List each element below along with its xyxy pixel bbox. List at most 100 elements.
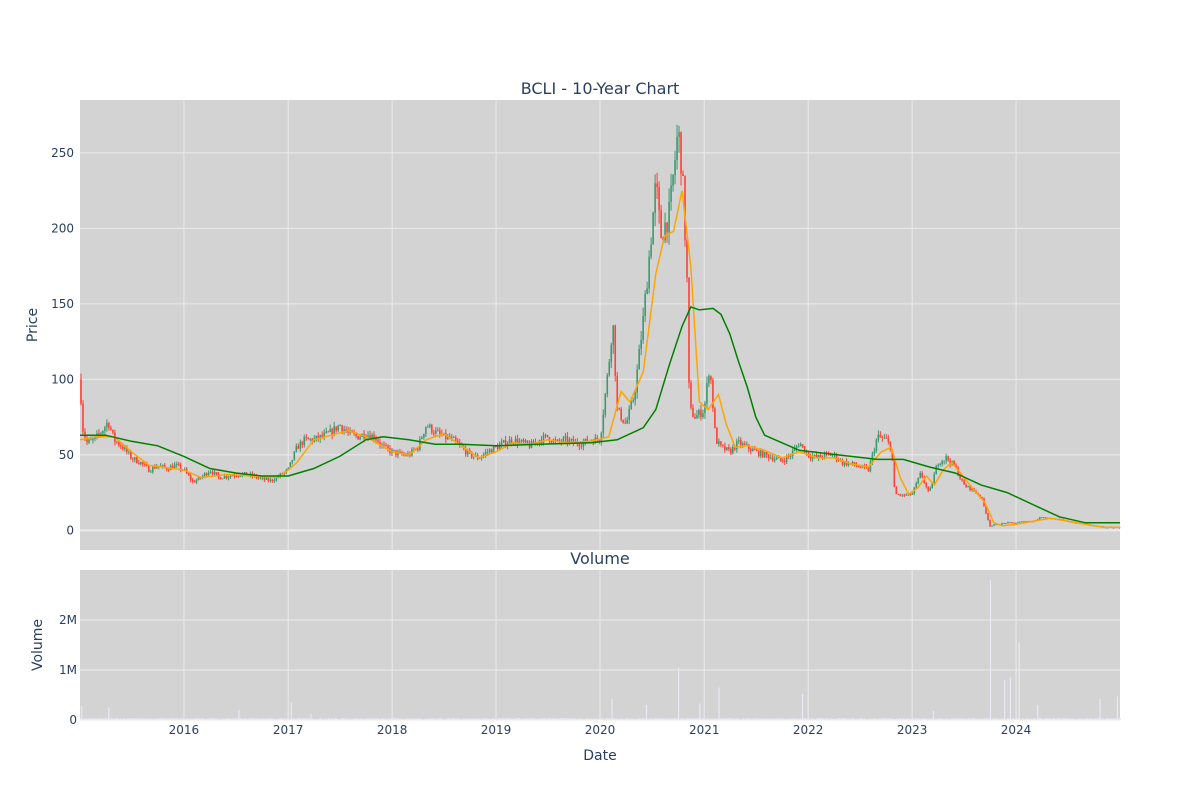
volume-bar	[974, 718, 976, 720]
volume-bar	[816, 718, 818, 720]
volume-bar	[847, 718, 849, 720]
volume-bar	[138, 719, 140, 720]
volume-bar	[474, 718, 476, 720]
volume-bar	[639, 718, 641, 720]
volume-bar	[1024, 718, 1026, 720]
volume-bar	[542, 718, 544, 720]
volume-bar	[942, 718, 944, 720]
volume-bar	[536, 718, 538, 720]
volume-bar	[223, 718, 225, 720]
volume-bar	[934, 719, 936, 720]
volume-bar	[504, 718, 506, 720]
candle-body	[116, 441, 118, 443]
volume-bar	[128, 718, 130, 720]
volume-bar	[369, 718, 371, 720]
volume-bar	[514, 718, 516, 720]
candle-body	[189, 475, 192, 480]
candle-body	[225, 475, 228, 478]
volume-bar	[97, 719, 99, 720]
volume-bar	[813, 718, 815, 720]
volume-bar	[374, 718, 376, 720]
volume-bar	[901, 719, 903, 720]
volume-bar	[446, 718, 448, 720]
candle-body	[138, 463, 140, 465]
volume-bar	[1055, 718, 1056, 720]
candle-body	[435, 430, 437, 434]
volume-bar	[600, 718, 602, 720]
volume-bar	[1055, 718, 1057, 720]
volume-bar	[167, 719, 169, 720]
volume-bar	[467, 718, 469, 720]
volume-bar	[620, 718, 622, 720]
volume-bar	[535, 718, 536, 720]
volume-bar	[293, 718, 294, 720]
candle-body	[423, 433, 425, 438]
volume-bar	[1079, 718, 1081, 720]
volume-bar	[225, 718, 227, 720]
candle-body	[100, 433, 102, 435]
volume-bar	[441, 718, 442, 720]
volume-bar	[721, 718, 723, 720]
candle-body	[961, 478, 963, 481]
volume-bar	[268, 718, 270, 720]
candle-body	[486, 451, 489, 453]
candle-body	[917, 477, 920, 484]
volume-bar	[400, 718, 401, 720]
candle-body	[183, 469, 186, 470]
volume-bar	[767, 718, 769, 720]
volume-bar	[523, 719, 525, 720]
volume-bar	[414, 718, 416, 720]
volume-bar	[318, 719, 319, 720]
volume-bar	[340, 718, 342, 720]
volume-bar	[431, 718, 433, 720]
volume-bar	[270, 718, 272, 720]
volume-bar	[609, 718, 611, 720]
volume-bar	[896, 718, 898, 720]
volume-bar	[603, 719, 605, 720]
volume-bar	[597, 718, 599, 720]
volume-bar	[921, 718, 923, 720]
volume-bar	[520, 719, 522, 720]
volume-bar	[355, 718, 356, 720]
volume-bar	[970, 719, 972, 720]
candle-body	[149, 471, 152, 473]
candle-body	[82, 403, 84, 432]
volume-bar	[760, 718, 761, 720]
volume-bar	[636, 718, 638, 720]
volume-bar	[562, 718, 564, 720]
volume-bar	[220, 718, 222, 720]
volume-bar	[549, 718, 551, 720]
volume-bar	[1006, 718, 1007, 720]
volume-bar	[88, 718, 90, 720]
candle-body	[562, 437, 565, 442]
candle-body	[1005, 523, 1007, 525]
volume-bar	[455, 718, 457, 720]
volume-bar	[253, 718, 255, 720]
volume-bar	[111, 718, 113, 720]
volume-bar	[608, 718, 610, 720]
candle-body	[702, 413, 704, 417]
volume-bar	[245, 718, 247, 720]
volume-bar	[940, 718, 941, 720]
volume-bar	[1074, 719, 1076, 720]
volume-bar	[744, 718, 745, 720]
volume-bar	[766, 718, 768, 720]
candle-body	[606, 375, 609, 395]
candle-body	[716, 427, 718, 445]
volume-bar	[989, 580, 992, 720]
volume-bar	[843, 718, 845, 720]
candle-body	[847, 462, 850, 466]
volume-bar	[981, 718, 983, 720]
candle-body	[327, 431, 329, 433]
candle-body	[622, 419, 625, 423]
candle-body	[909, 493, 912, 495]
volume-bar	[873, 718, 875, 720]
volume-bar	[1007, 718, 1009, 720]
volume-bar	[310, 714, 312, 720]
volume-bar	[1045, 719, 1047, 720]
volume-bar	[629, 719, 630, 720]
volume-bar	[499, 718, 501, 720]
candle-body	[524, 440, 527, 443]
volume-bar	[117, 718, 119, 720]
volume-bar	[341, 718, 343, 720]
